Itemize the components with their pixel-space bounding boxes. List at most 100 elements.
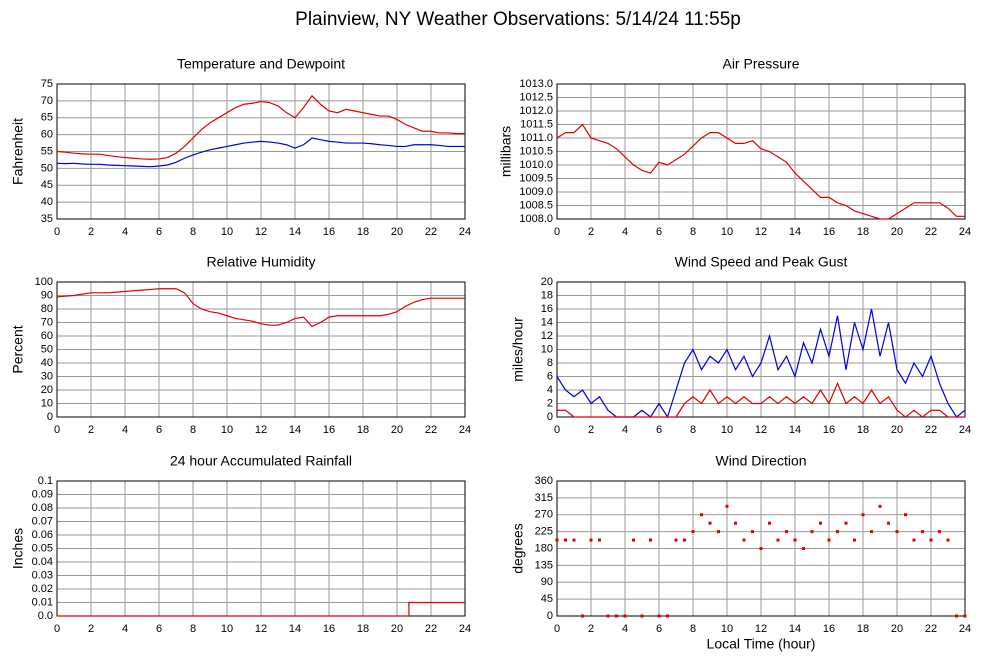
x-tick-label: 4 xyxy=(122,424,128,436)
data-point xyxy=(555,538,559,542)
x-tick-label: 2 xyxy=(88,424,94,436)
x-tick-label: 0 xyxy=(554,623,560,635)
data-point xyxy=(598,538,601,542)
y-tick-label: 0.06 xyxy=(32,529,53,541)
x-tick-label: 14 xyxy=(789,424,801,436)
y-tick-label: 1009.0 xyxy=(519,186,553,198)
data-point xyxy=(649,538,652,542)
data-point xyxy=(691,530,695,534)
data-point xyxy=(887,521,890,525)
panel-title: Wind Speed and Peak Gust xyxy=(675,254,848,270)
data-point xyxy=(844,521,848,525)
y-tick-label: 45 xyxy=(41,179,53,191)
x-tick-label: 4 xyxy=(122,226,128,238)
y-tick-label: 10 xyxy=(41,397,53,409)
x-tick-label: 12 xyxy=(755,623,767,635)
y-tick-label: 1011.0 xyxy=(520,132,553,144)
x-tick-label: 14 xyxy=(289,623,301,635)
x-tick-label: 20 xyxy=(391,226,403,238)
data-line xyxy=(56,94,465,160)
x-tick-label: 16 xyxy=(823,226,835,238)
x-tick-label: 8 xyxy=(190,226,196,238)
y-tick-label: 35 xyxy=(41,213,53,225)
y-axis-label: degrees xyxy=(510,523,526,574)
data-line xyxy=(56,137,465,168)
x-tick-label: 2 xyxy=(588,424,594,436)
x-tick-label: 16 xyxy=(323,623,335,635)
x-tick-label: 20 xyxy=(391,424,403,436)
y-tick-label: 1010.0 xyxy=(519,159,553,171)
x-tick-label: 10 xyxy=(221,226,233,238)
data-point xyxy=(657,614,661,618)
y-tick-label: 1009.5 xyxy=(519,172,553,184)
data-point xyxy=(759,547,763,550)
x-tick-label: 4 xyxy=(622,623,628,635)
y-axis-label: Inches xyxy=(10,528,26,569)
data-point xyxy=(640,614,644,618)
y-tick-label: 18 xyxy=(541,289,553,301)
y-tick-label: 50 xyxy=(41,162,53,174)
x-tick-label: 14 xyxy=(789,623,801,635)
x-tick-label: 24 xyxy=(959,226,971,238)
data-point xyxy=(861,513,865,517)
data-point xyxy=(589,538,593,542)
y-tick-label: 60 xyxy=(41,330,53,342)
y-tick-label: 12 xyxy=(541,330,553,342)
x-tick-label: 0 xyxy=(554,226,560,238)
x-tick-label: 18 xyxy=(357,424,369,436)
y-tick-label: 270 xyxy=(535,509,553,521)
x-tick-label: 24 xyxy=(459,226,471,238)
x-tick-label: 20 xyxy=(891,226,903,238)
y-tick-label: 0.09 xyxy=(32,488,53,500)
x-tick-label: 8 xyxy=(190,623,196,635)
y-tick-label: 50 xyxy=(41,343,53,355)
x-axis-label: Local Time (hour) xyxy=(707,636,816,652)
x-tick-label: 22 xyxy=(925,226,937,238)
y-tick-label: 225 xyxy=(535,526,553,538)
x-tick-label: 2 xyxy=(88,623,94,635)
y-tick-label: 60 xyxy=(41,129,53,141)
plot-frame xyxy=(556,83,966,220)
y-tick-label: 180 xyxy=(535,542,553,554)
data-point xyxy=(793,538,797,542)
x-tick-label: 24 xyxy=(459,424,471,436)
x-tick-label: 6 xyxy=(656,623,662,635)
data-point xyxy=(725,504,729,508)
y-tick-label: 1012.0 xyxy=(519,105,553,117)
y-tick-label: 30 xyxy=(41,370,53,382)
x-tick-label: 16 xyxy=(323,226,335,238)
y-tick-label: 20 xyxy=(541,276,553,288)
data-point xyxy=(666,614,669,618)
data-line xyxy=(556,123,965,220)
data-point xyxy=(853,538,856,542)
x-tick-label: 12 xyxy=(255,623,267,635)
x-tick-label: 6 xyxy=(156,623,162,635)
x-tick-label: 0 xyxy=(54,424,60,436)
data-point xyxy=(708,521,712,525)
data-point xyxy=(674,538,678,542)
x-tick-label: 20 xyxy=(891,623,903,635)
x-tick-label: 12 xyxy=(755,226,767,238)
y-tick-label: 40 xyxy=(41,196,53,208)
y-tick-label: 0 xyxy=(47,411,53,423)
y-tick-label: 90 xyxy=(41,289,53,301)
x-tick-label: 22 xyxy=(425,623,437,635)
y-tick-label: 10 xyxy=(541,343,553,355)
data-point xyxy=(717,530,720,534)
data-point xyxy=(572,538,576,542)
x-tick-label: 12 xyxy=(255,424,267,436)
x-tick-label: 16 xyxy=(823,623,835,635)
y-tick-label: 0.04 xyxy=(32,556,53,568)
y-tick-label: 16 xyxy=(541,303,553,315)
x-tick-label: 2 xyxy=(88,226,94,238)
x-tick-label: 18 xyxy=(857,226,869,238)
x-tick-label: 6 xyxy=(656,424,662,436)
x-tick-label: 10 xyxy=(721,424,733,436)
plot-frame xyxy=(556,281,966,418)
y-tick-label: 1013.0 xyxy=(519,78,553,90)
y-tick-label: 0.03 xyxy=(32,569,53,581)
x-tick-label: 0 xyxy=(554,424,560,436)
x-tick-label: 22 xyxy=(925,424,937,436)
y-tick-label: 0.05 xyxy=(32,542,53,554)
